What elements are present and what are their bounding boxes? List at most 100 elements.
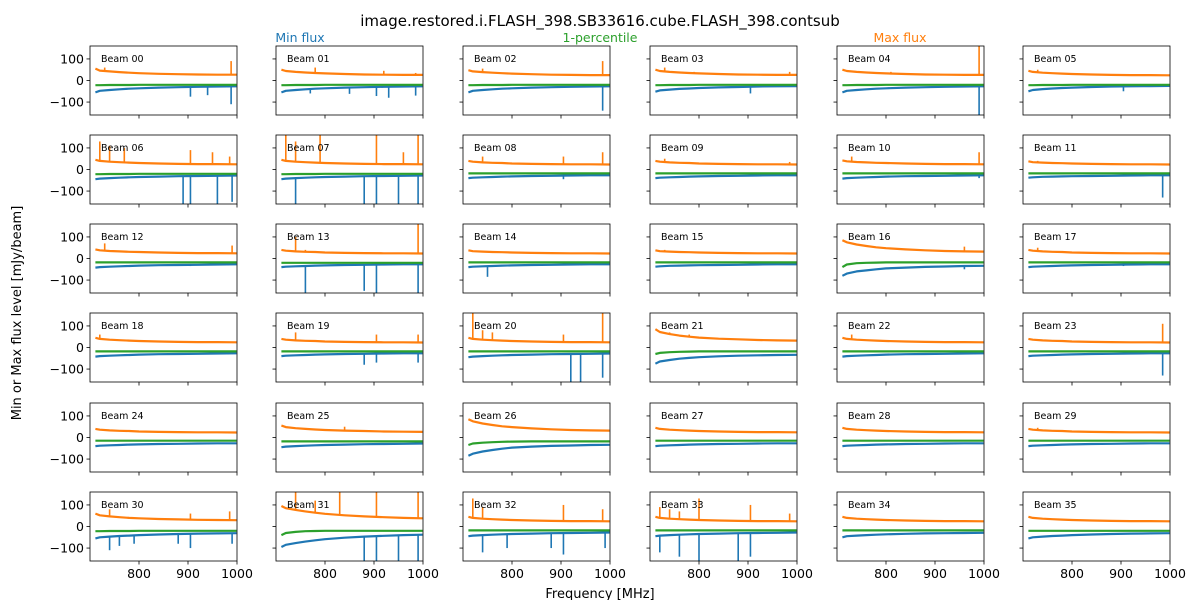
beam-label: Beam 15 bbox=[661, 232, 704, 243]
beam-label: Beam 01 bbox=[287, 54, 330, 65]
min-flux-line bbox=[842, 531, 984, 539]
min-flux-line bbox=[655, 263, 797, 268]
x-tick-label: 900 bbox=[736, 566, 760, 581]
beam-label: Beam 19 bbox=[287, 321, 330, 332]
min-flux-line bbox=[95, 352, 237, 358]
min-flux-line bbox=[281, 174, 423, 181]
max-flux-line bbox=[1028, 427, 1170, 434]
beam-label: Beam 16 bbox=[848, 232, 891, 243]
x-tick-label: 900 bbox=[176, 566, 200, 581]
y-tick-label: 100 bbox=[60, 229, 84, 244]
min-flux-line bbox=[1028, 442, 1170, 448]
max-flux-line bbox=[655, 515, 797, 523]
legend-label-min: Min flux bbox=[275, 30, 324, 45]
min-flux-line bbox=[95, 85, 237, 94]
x-tick-label: 900 bbox=[923, 566, 947, 581]
min-flux-line bbox=[468, 352, 610, 359]
panel-plot-area bbox=[95, 427, 237, 448]
beam-label: Beam 09 bbox=[661, 143, 704, 154]
beam-label: Beam 21 bbox=[661, 321, 704, 332]
y-tick-label: −100 bbox=[50, 452, 84, 467]
y-tick-label: 100 bbox=[60, 51, 84, 66]
max-flux-line bbox=[654, 328, 797, 342]
beam-panel: Beam 32 800 900 1000 bbox=[459, 491, 626, 581]
max-flux-line bbox=[281, 158, 423, 166]
beam-panel: Beam 04 bbox=[833, 45, 985, 119]
beam-label: Beam 30 bbox=[101, 500, 144, 511]
max-flux-line bbox=[841, 239, 984, 253]
panel-plot-area bbox=[468, 152, 610, 180]
beam-panel: Beam 13 bbox=[272, 223, 424, 297]
beam-panel: Beam 05 bbox=[1019, 45, 1171, 119]
beam-label: Beam 02 bbox=[474, 54, 517, 65]
x-tick-label: 800 bbox=[127, 566, 151, 581]
min-flux-line bbox=[95, 442, 237, 448]
beam-label: Beam 08 bbox=[474, 143, 517, 154]
min-flux-line bbox=[468, 531, 610, 538]
y-tick-label: 0 bbox=[76, 430, 84, 445]
beam-label: Beam 03 bbox=[661, 54, 704, 65]
min-flux-line bbox=[1028, 532, 1170, 540]
max-flux-line bbox=[281, 337, 423, 344]
min-flux-line bbox=[281, 85, 423, 94]
panel-plot-area bbox=[842, 334, 984, 358]
panel-plot-area bbox=[1028, 247, 1170, 269]
max-flux-line bbox=[655, 426, 797, 434]
beam-label: Beam 26 bbox=[474, 411, 517, 422]
panel-plot-area bbox=[95, 334, 237, 358]
beam-panel: Beam 31 800 900 1000 bbox=[272, 491, 439, 581]
min-flux-line bbox=[655, 174, 797, 180]
beam-panel: Beam 03 bbox=[646, 45, 798, 119]
x-tick-label: 800 bbox=[500, 566, 524, 581]
beam-panel: Beam 07 bbox=[272, 134, 424, 208]
max-flux-line bbox=[655, 159, 797, 166]
legend-label-max: Max flux bbox=[873, 30, 926, 45]
panel-plot-area bbox=[468, 313, 610, 382]
beam-panel: Beam 28 bbox=[833, 402, 985, 476]
min-flux-line bbox=[1028, 352, 1170, 358]
max-flux-line bbox=[95, 248, 237, 255]
max-flux-line bbox=[842, 336, 984, 344]
panel-plot-area bbox=[842, 426, 984, 448]
beam-label: Beam 05 bbox=[1034, 54, 1077, 65]
beam-label: Beam 33 bbox=[661, 500, 704, 511]
min-flux-line bbox=[468, 85, 610, 94]
max-flux-line bbox=[281, 424, 423, 433]
min-flux-line bbox=[1028, 174, 1170, 179]
panel-plot-area bbox=[95, 509, 237, 551]
min-flux-line bbox=[281, 352, 423, 358]
panel-plot-area bbox=[655, 158, 797, 180]
beam-panel: Beam 08 bbox=[459, 134, 611, 208]
min-flux-line bbox=[1028, 263, 1170, 269]
x-tick-label: 900 bbox=[549, 566, 573, 581]
beam-panel: Beam 17 bbox=[1019, 223, 1171, 297]
beam-label: Beam 14 bbox=[474, 232, 517, 243]
beam-label: Beam 25 bbox=[287, 411, 330, 422]
min-flux-line bbox=[280, 533, 423, 548]
min-flux-line bbox=[467, 443, 610, 457]
y-tick-label: −100 bbox=[50, 184, 84, 199]
beam-panel: Beam 20 bbox=[459, 312, 611, 386]
beam-panel: Beam 34 800 900 1000 bbox=[833, 491, 1000, 581]
panel-plot-area bbox=[281, 224, 423, 293]
beam-panel: Beam 22 bbox=[833, 312, 985, 386]
beam-panel: Beam 14 bbox=[459, 223, 611, 297]
beam-label: Beam 34 bbox=[848, 500, 891, 511]
max-flux-line bbox=[95, 158, 237, 166]
min-flux-line bbox=[842, 352, 984, 358]
beam-panel: Beam 00 100 0 −100 bbox=[50, 45, 238, 119]
beam-label: Beam 35 bbox=[1034, 500, 1077, 511]
beam-label: Beam 00 bbox=[101, 54, 144, 65]
beam-label: Beam 06 bbox=[101, 143, 144, 154]
beam-label: Beam 20 bbox=[474, 321, 517, 332]
x-tick-label: 800 bbox=[874, 566, 898, 581]
percentile-line bbox=[841, 261, 984, 269]
x-axis-label: Frequency [MHz] bbox=[545, 587, 654, 600]
beam-panel: Beam 01 bbox=[272, 45, 424, 119]
max-flux-line bbox=[95, 512, 237, 522]
y-axis-label: Min or Max flux level [mJy/beam] bbox=[10, 206, 25, 421]
panel-plot-area bbox=[1028, 515, 1170, 540]
max-flux-line bbox=[95, 336, 237, 344]
